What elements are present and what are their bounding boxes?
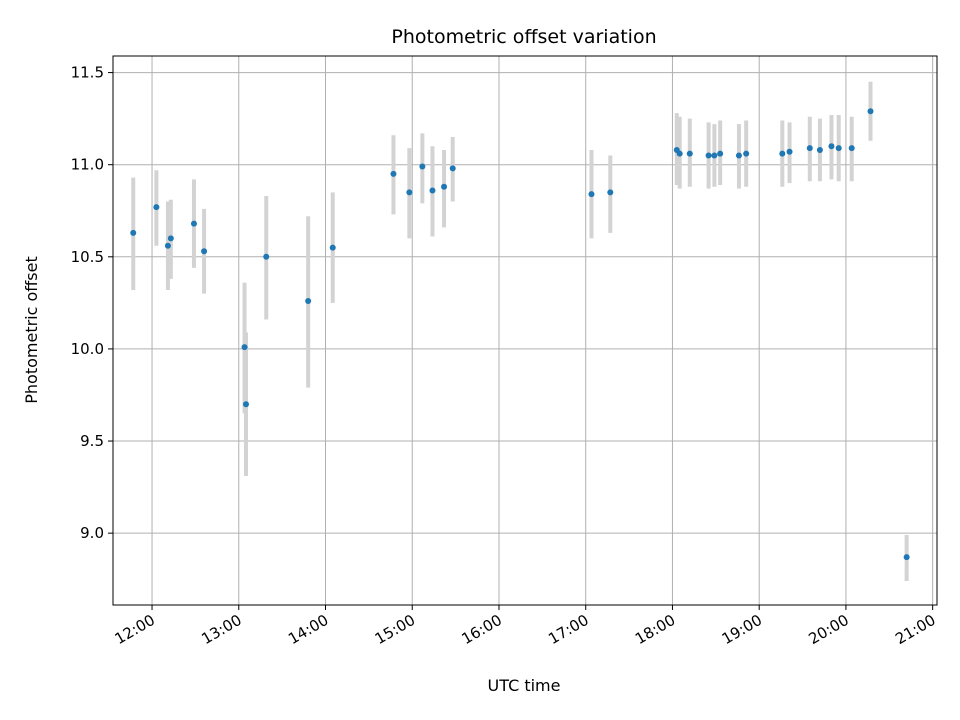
data-point bbox=[717, 150, 724, 157]
y-tick-label: 10.5 bbox=[71, 248, 104, 266]
data-point bbox=[867, 108, 874, 115]
data-point bbox=[903, 554, 910, 561]
data-point bbox=[441, 183, 448, 190]
y-axis-ticks: 9.0 9.5 10.0 10.5 11.0 11.5 bbox=[71, 64, 113, 542]
data-point bbox=[242, 401, 249, 408]
data-point bbox=[419, 163, 426, 170]
y-tick-label: 10.0 bbox=[71, 340, 104, 358]
y-tick-label: 9.5 bbox=[80, 432, 104, 450]
data-point bbox=[305, 298, 312, 305]
data-point bbox=[201, 248, 208, 255]
data-point bbox=[588, 191, 595, 198]
data-point bbox=[835, 145, 842, 152]
data-point bbox=[390, 170, 397, 177]
data-point bbox=[676, 150, 683, 157]
plot-frame bbox=[112, 55, 938, 606]
data-point bbox=[828, 143, 835, 150]
data-point bbox=[153, 204, 160, 211]
data-point bbox=[786, 148, 793, 155]
data-point bbox=[735, 152, 742, 159]
data-point bbox=[406, 189, 413, 196]
data-point bbox=[190, 220, 197, 227]
y-axis-title: Photometric offset bbox=[22, 256, 41, 404]
data-point bbox=[686, 150, 693, 157]
y-tick-label: 9.0 bbox=[80, 524, 104, 542]
data-point bbox=[816, 146, 823, 153]
data-point bbox=[449, 165, 456, 172]
y-tick-label: 11.0 bbox=[71, 156, 104, 174]
data-point bbox=[779, 150, 786, 157]
y-tick-label: 11.5 bbox=[71, 64, 104, 82]
data-point bbox=[167, 235, 174, 242]
data-point bbox=[329, 244, 336, 251]
data-point bbox=[429, 187, 436, 194]
data-point bbox=[711, 152, 718, 159]
data-points bbox=[130, 108, 910, 561]
data-point bbox=[130, 229, 137, 236]
data-point bbox=[263, 253, 270, 260]
chart-title: Photometric offset variation bbox=[391, 26, 656, 48]
data-point bbox=[743, 150, 750, 157]
x-axis-title: UTC time bbox=[488, 676, 561, 695]
data-point bbox=[241, 344, 248, 351]
data-point bbox=[164, 242, 171, 249]
data-point bbox=[806, 145, 813, 152]
data-point bbox=[848, 145, 855, 152]
grid bbox=[113, 56, 937, 605]
data-point bbox=[705, 152, 712, 159]
data-point bbox=[607, 189, 614, 196]
